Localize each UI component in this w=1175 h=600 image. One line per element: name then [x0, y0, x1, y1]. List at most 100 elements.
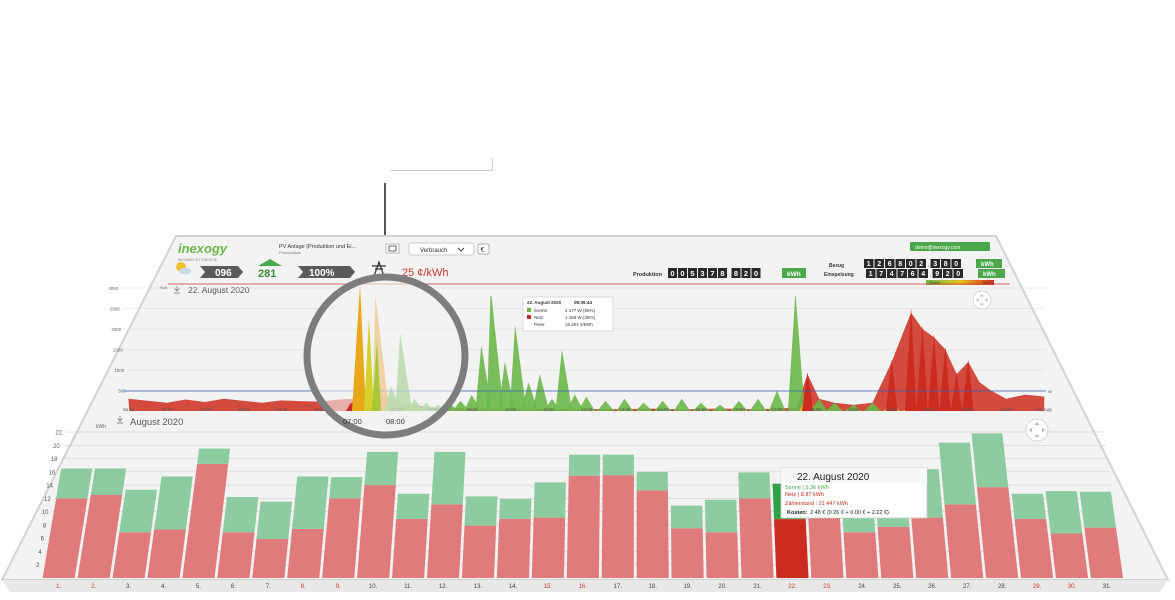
- month-bar-netz[interactable]: [808, 516, 844, 578]
- month-bar-netz[interactable]: [531, 517, 566, 578]
- month-bar-sonne[interactable]: [499, 499, 532, 519]
- month-bar-netz[interactable]: [182, 463, 229, 578]
- month-bar-netz[interactable]: [843, 532, 879, 578]
- month-bar-netz[interactable]: [287, 528, 324, 578]
- month-bar-sonne[interactable]: [329, 477, 363, 499]
- month-bar-netz[interactable]: [461, 525, 497, 578]
- month-y-tick: 10: [42, 510, 49, 516]
- month-bar-netz[interactable]: [944, 504, 984, 578]
- month-bar-netz[interactable]: [774, 519, 809, 578]
- month-x-tick: 17.: [614, 584, 623, 590]
- counter-digit-box: [874, 259, 884, 268]
- mix-legend-bar: [926, 280, 994, 285]
- month-bar-netz[interactable]: [976, 487, 1019, 578]
- month-bar-netz[interactable]: [705, 532, 739, 578]
- callout-box: [390, 158, 493, 171]
- month-bar-netz[interactable]: [147, 529, 186, 578]
- month-bar-netz[interactable]: [739, 498, 774, 578]
- counter-digit-box: [953, 269, 963, 278]
- counter-digit: 2: [744, 269, 748, 278]
- month-bar-sonne[interactable]: [431, 451, 466, 505]
- counter-separator: .: [928, 262, 930, 269]
- month-bar-netz[interactable]: [322, 498, 361, 578]
- day-x-tick: 09:00: [467, 407, 479, 412]
- einspeisung-unit: kWh: [983, 272, 996, 278]
- euro-button[interactable]: €: [477, 243, 490, 255]
- lens-sonne-peak: [364, 318, 374, 411]
- month-nav-control[interactable]: [1025, 418, 1049, 442]
- download-icon[interactable]: [174, 286, 180, 294]
- month-bar-netz[interactable]: [601, 475, 634, 578]
- counter-digit-box: [885, 259, 895, 268]
- month-bar-netz[interactable]: [496, 518, 531, 578]
- month-bar-netz[interactable]: [217, 532, 255, 578]
- month-bar-netz[interactable]: [357, 485, 396, 578]
- month-bar-sonne[interactable]: [90, 468, 127, 496]
- month-bar-netz[interactable]: [566, 475, 600, 578]
- month-bar-sonne[interactable]: [256, 501, 293, 539]
- month-bar-sonne[interactable]: [292, 476, 329, 529]
- counter-digit: 4: [921, 271, 925, 278]
- month-bar-sonne[interactable]: [154, 476, 193, 530]
- month-x-tick: 31.: [1103, 584, 1112, 590]
- month-bar-netz[interactable]: [426, 504, 463, 578]
- month-bar-netz[interactable]: [1084, 527, 1124, 578]
- month-bar-sonne[interactable]: [222, 497, 259, 533]
- month-arrow-down-icon: [1034, 435, 1040, 438]
- day-tooltip-row1-value: 2 177 W (65%): [565, 308, 596, 313]
- month-bar-sonne[interactable]: [119, 489, 158, 533]
- day-series-sonne-peak: [532, 374, 550, 411]
- counter-digit: 8: [734, 269, 738, 278]
- day-series-sonne-peak: [654, 400, 672, 411]
- month-bar-sonne[interactable]: [1011, 493, 1047, 519]
- day-baseline-label: W: [1048, 389, 1052, 394]
- month-bar-netz[interactable]: [911, 517, 949, 578]
- month-bar-sonne[interactable]: [738, 472, 771, 499]
- month-bar-netz[interactable]: [671, 528, 704, 578]
- month-bar-sonne[interactable]: [602, 454, 634, 476]
- month-bar-netz[interactable]: [42, 498, 88, 578]
- meter-icon-button[interactable]: [385, 243, 400, 254]
- month-bar-sonne[interactable]: [1045, 491, 1083, 534]
- house-value: 281: [258, 268, 276, 280]
- month-bar-netz[interactable]: [1014, 518, 1054, 578]
- month-bar-netz[interactable]: [1050, 533, 1089, 578]
- day-x-tick: 16:00: [733, 407, 745, 412]
- month-bar-sonne[interactable]: [56, 468, 93, 499]
- month-bar-sonne[interactable]: [670, 505, 703, 529]
- zoom-label-0700: 07:00: [343, 417, 362, 426]
- month-bar-sonne[interactable]: [364, 451, 399, 486]
- month-bar-sonne[interactable]: [938, 442, 976, 505]
- month-bar-netz[interactable]: [77, 495, 123, 578]
- month-bar-sonne[interactable]: [464, 496, 498, 526]
- counter-digit-box: [751, 268, 761, 278]
- day-y-tick: 2000: [111, 327, 122, 332]
- counter-digit-box: [678, 268, 687, 278]
- month-bar-sonne[interactable]: [1079, 491, 1117, 528]
- counter-digit: 7: [900, 271, 904, 278]
- meter-select[interactable]: PV Anlage (Produktion und Ei... Photovol…: [279, 244, 357, 255]
- view-dropdown[interactable]: Verbrauch: [408, 242, 475, 256]
- month-bar-sonne[interactable]: [971, 433, 1009, 488]
- counter-digit-box: [668, 268, 677, 278]
- month-bar-sonne[interactable]: [197, 448, 231, 464]
- month-bar-sonne[interactable]: [533, 482, 566, 518]
- day-series-sonne-peak: [452, 400, 470, 411]
- counter-digit-box: [906, 259, 916, 268]
- month-bar-netz[interactable]: [112, 532, 152, 578]
- month-bar-sonne[interactable]: [704, 499, 738, 533]
- month-bar-netz[interactable]: [636, 490, 669, 578]
- month-download-icon[interactable]: [117, 416, 123, 424]
- counter-digit: 6: [888, 261, 892, 268]
- month-bar-netz[interactable]: [252, 538, 289, 578]
- counter-digit-box: [918, 269, 928, 278]
- month-bar-netz[interactable]: [392, 518, 428, 578]
- account-button[interactable]: demo@inexogy.com: [910, 242, 990, 251]
- day-nav-control[interactable]: [972, 290, 992, 310]
- month-bar-sonne[interactable]: [568, 454, 601, 476]
- month-bar-sonne[interactable]: [396, 493, 430, 519]
- month-bar-sonne[interactable]: [636, 471, 668, 491]
- month-bar-netz[interactable]: [877, 526, 914, 578]
